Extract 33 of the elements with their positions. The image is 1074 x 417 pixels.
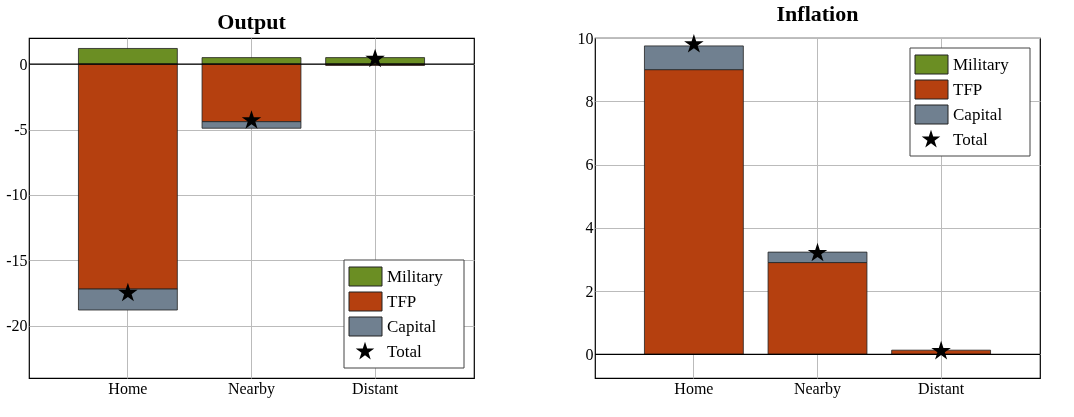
y-tick-label: 4	[585, 219, 594, 237]
y-tick-label: -20	[6, 317, 28, 335]
point	[365, 48, 385, 68]
legend-label: Total	[953, 129, 988, 149]
legend-label: Military	[387, 266, 444, 286]
legend-label: TFP	[953, 79, 983, 99]
legend-label: TFP	[387, 291, 417, 311]
legend-label: Military	[953, 54, 1010, 74]
x-tick-label: Home	[108, 379, 148, 397]
legend-label: Capital	[387, 316, 437, 336]
x-tick-label: Distant	[352, 379, 399, 397]
point	[241, 110, 262, 129]
y-tick-label: 2	[585, 282, 594, 300]
point	[807, 242, 828, 262]
chart-title: Inflation	[776, 1, 859, 26]
y-tick-label: 8	[585, 92, 594, 110]
y-tick-label: 6	[585, 156, 594, 174]
y-tick-label: 10	[577, 29, 594, 47]
legend-label: Total	[387, 341, 422, 361]
y-tick-label: -5	[14, 121, 28, 139]
y-tick-label: 0	[19, 55, 28, 73]
point	[118, 282, 138, 302]
x-tick-label: Nearby	[227, 379, 276, 398]
x-tick-label: Home	[674, 379, 714, 397]
legend-label: Capital	[953, 104, 1003, 124]
chart-title: Output	[217, 9, 287, 34]
x-tick-label: Nearby	[793, 379, 842, 398]
point	[931, 340, 951, 360]
y-tick-label: -10	[6, 186, 28, 204]
point	[684, 34, 704, 53]
x-tick-label: Distant	[918, 379, 965, 397]
y-tick-label: -15	[6, 251, 28, 269]
y-tick-label: 0	[585, 345, 594, 363]
